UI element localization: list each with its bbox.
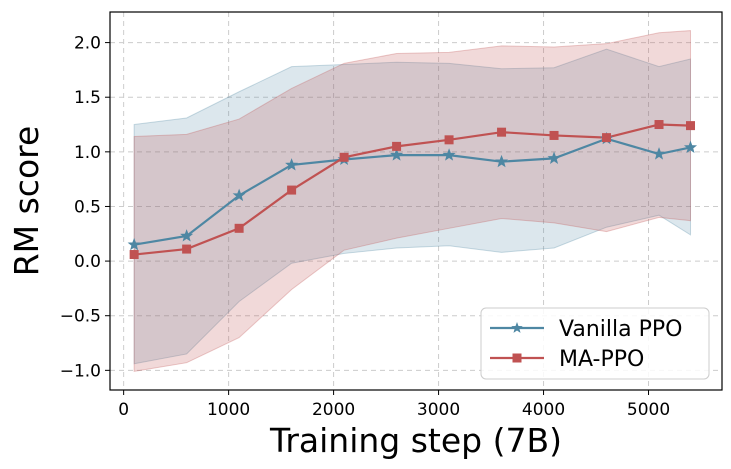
data-point-ma-ppo <box>392 141 402 151</box>
data-point-ma-ppo <box>497 127 507 137</box>
data-point-ma-ppo <box>129 250 139 260</box>
data-point-ma-ppo <box>602 133 612 143</box>
series-line-vanilla-ppo <box>133 137 691 246</box>
x-tick-label: 5000 <box>627 400 670 420</box>
x-tick-label: 3000 <box>417 400 460 420</box>
series-markers <box>127 120 698 260</box>
data-point-vanilla-ppo <box>127 237 141 251</box>
data-point-vanilla-ppo <box>442 148 456 161</box>
y-axis-title: RM score <box>7 126 46 277</box>
data-point-ma-ppo <box>654 120 664 130</box>
y-tick-label: 2.0 <box>74 34 101 54</box>
y-tick-label: −0.5 <box>60 307 101 327</box>
legend: Vanilla PPO MA-PPO <box>480 307 710 380</box>
confidence-band-vanilla-ppo <box>133 48 692 365</box>
data-point-ma-ppo <box>444 135 454 145</box>
data-point-ma-ppo <box>339 152 349 162</box>
legend-marker-vanilla-ppo <box>511 322 523 333</box>
y-tick-label: 0.5 <box>74 197 101 217</box>
data-point-vanilla-ppo <box>180 229 194 242</box>
data-point-ma-ppo <box>182 244 192 254</box>
x-tick-label: 0 <box>118 400 129 420</box>
data-point-vanilla-ppo <box>232 188 246 202</box>
confidence-bands <box>133 30 692 373</box>
legend-label-vanilla-ppo: Vanilla PPO <box>559 317 682 342</box>
x-tick-label: 1000 <box>207 400 250 420</box>
data-point-vanilla-ppo <box>495 154 509 168</box>
y-tick-label: 0.0 <box>74 252 101 272</box>
y-tick-label: 1.0 <box>74 143 101 163</box>
series-line-ma-ppo <box>134 123 691 256</box>
data-point-vanilla-ppo <box>285 158 299 171</box>
data-point-vanilla-ppo <box>390 148 404 161</box>
legend-box <box>480 307 710 380</box>
plot-frame <box>109 11 723 391</box>
series-lines <box>133 123 691 256</box>
legend-marker-ma-ppo <box>512 353 522 363</box>
y-tick-label: −1.0 <box>60 361 101 381</box>
data-point-ma-ppo <box>234 223 244 233</box>
x-axis-title: Training step (7B) <box>269 421 562 460</box>
data-point-vanilla-ppo <box>547 151 561 164</box>
data-point-vanilla-ppo <box>683 140 698 154</box>
axis-ticks: 0 1000 2000 3000 4000 5000 −1.0 −0.5 0.0 0.5 1.0 1.… <box>60 34 670 420</box>
data-point-vanilla-ppo <box>652 147 666 160</box>
x-tick-label: 2000 <box>312 400 355 420</box>
data-point-ma-ppo <box>549 130 559 140</box>
y-tick-label: 1.5 <box>74 88 101 108</box>
legend-label-ma-ppo: MA-PPO <box>559 347 644 372</box>
data-point-ma-ppo <box>686 121 696 131</box>
x-tick-label: 4000 <box>522 400 565 420</box>
data-point-ma-ppo <box>287 185 297 195</box>
grid <box>110 12 722 390</box>
confidence-band-ma-ppo <box>133 30 692 373</box>
